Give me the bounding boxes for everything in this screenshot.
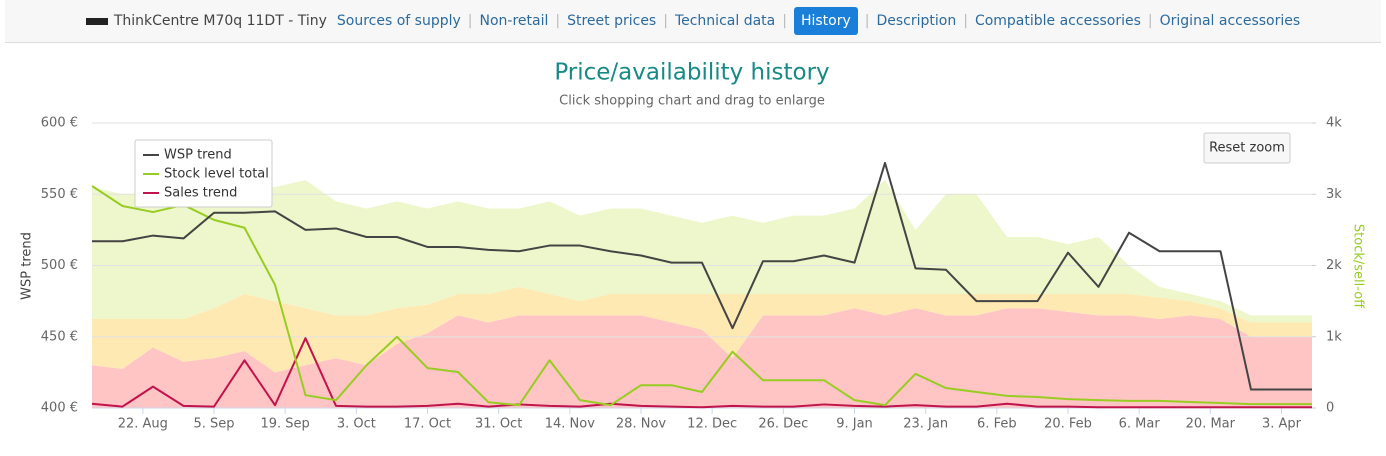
x-tick-label: 19. Sep xyxy=(261,417,310,432)
separator: | xyxy=(963,13,968,29)
separator: | xyxy=(555,13,561,29)
y-tick-label: 400 € xyxy=(41,401,78,416)
x-tick-label: 20. Feb xyxy=(1044,417,1092,432)
x-tick-label: 5. Sep xyxy=(193,417,234,432)
y-tick-label: 600 € xyxy=(41,116,78,131)
y2-tick-label: 2k xyxy=(1326,258,1342,273)
x-tick-label: 6. Mar xyxy=(1119,417,1161,432)
y2-axis-title: Stock/sell-off xyxy=(1351,224,1366,309)
nav-bar: ThinkCentre M70q 11DT - Tiny Sources of … xyxy=(5,0,1381,43)
y2-tick-label: 1k xyxy=(1326,329,1342,344)
legend-label: Stock level total xyxy=(164,167,269,182)
y-tick-label: 550 € xyxy=(41,187,78,202)
y2-tick-label: 4k xyxy=(1326,116,1342,131)
legend-box xyxy=(134,139,273,208)
chart-subtitle: Click shopping chart and drag to enlarge xyxy=(559,94,825,109)
nav-link[interactable]: Description xyxy=(876,13,957,29)
reset-zoom-button[interactable]: Reset zoom xyxy=(1203,132,1291,164)
legend-label: WSP trend xyxy=(164,148,232,163)
y2-tick-label: 0 xyxy=(1326,401,1334,416)
y-axis-title: WSP trend xyxy=(20,232,35,300)
x-tick-label: 20. Mar xyxy=(1186,417,1236,432)
plot-area: 400 € 450 € 500 € 550 € 600 € 0 1k 2k 3k 4k 22. Au… xyxy=(41,116,1342,432)
separator: | xyxy=(467,13,473,29)
x-tick-label: 3. Apr xyxy=(1262,417,1302,432)
series-line xyxy=(91,185,1312,407)
separator: | xyxy=(782,13,787,29)
x-tick-label: 22. Aug xyxy=(118,417,168,432)
nav-link[interactable]: History xyxy=(793,7,858,35)
legend-label: Sales trend xyxy=(164,186,237,201)
button-label: Reset zoom xyxy=(1209,141,1285,156)
x-tick-label: 26. Dec xyxy=(758,417,808,432)
product: ThinkCentre M70q 11DT - Tiny xyxy=(85,13,327,29)
stock-zone xyxy=(92,180,1312,323)
nav-link[interactable]: Original accessories xyxy=(1159,13,1301,29)
x-tick-label: 17. Oct xyxy=(404,417,451,432)
legend: WSP trend Stock level total Sales trend xyxy=(134,139,273,208)
stock-zone xyxy=(92,308,1312,408)
nav-link[interactable]: Non-retail xyxy=(479,13,549,29)
y-tick-label: 450 € xyxy=(41,329,78,344)
product-name: ThinkCentre M70q 11DT - Tiny xyxy=(113,13,327,29)
separator: | xyxy=(864,13,870,29)
nav-link[interactable]: Technical data xyxy=(674,13,776,29)
x-tick-label: 23. Jan xyxy=(903,417,948,432)
x-tick-label: 6. Feb xyxy=(977,417,1017,432)
x-tick-label: 28. Nov xyxy=(616,417,666,432)
nav-link[interactable]: Street prices xyxy=(567,13,657,29)
x-tick-label: 14. Nov xyxy=(545,417,595,432)
button-box xyxy=(1203,132,1291,164)
x-tick-label: 12. Dec xyxy=(687,417,737,432)
nav-link[interactable]: Sources of supply xyxy=(336,13,461,29)
y-tick-label: 500 € xyxy=(41,258,78,273)
separator: | xyxy=(663,13,668,29)
x-tick-label: 9. Jan xyxy=(836,417,873,432)
chart-title: Price/availability history xyxy=(554,60,829,86)
series-line xyxy=(92,161,1312,391)
separator: | xyxy=(1147,13,1153,29)
x-tick-label: 31. Oct xyxy=(475,417,522,432)
x-tick-label: 3. Oct xyxy=(337,417,376,432)
nav-link[interactable]: Compatible accessories xyxy=(974,13,1141,29)
y2-tick-label: 3k xyxy=(1326,187,1342,202)
